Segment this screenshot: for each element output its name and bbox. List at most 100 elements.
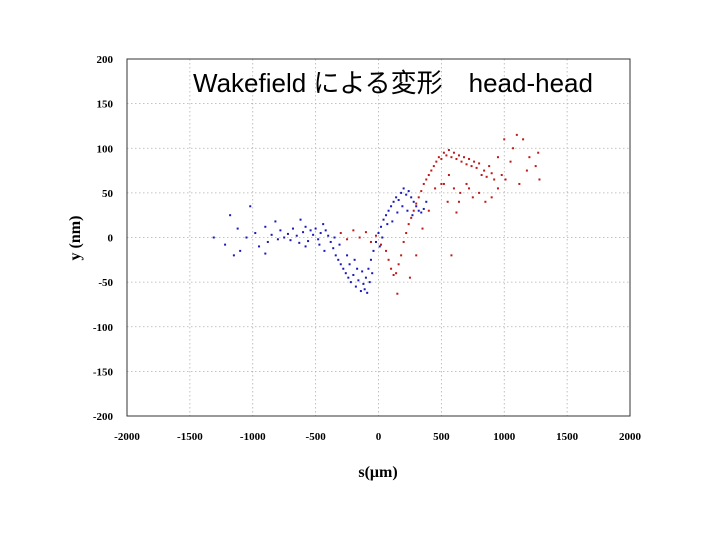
scatter-point [493,178,496,181]
scatter-point [411,214,414,217]
scatter-point [283,236,286,239]
scatter-point [299,218,302,221]
scatter-point [509,160,512,163]
scatter-point [437,156,440,159]
scatter-point [304,245,307,248]
scatter-point [291,227,294,230]
scatter-point [342,267,345,270]
scatter-point [440,182,443,185]
scatter-point [377,232,380,235]
scatter-point [337,258,340,261]
scatter-point [266,240,269,243]
scatter-point [465,182,468,185]
scatter-point [455,211,458,214]
scatter-point [445,154,448,157]
scatter-point [400,191,403,194]
scatter-point [518,182,521,185]
scatter-point [387,258,390,261]
scatter-point [442,182,445,185]
scatter-point [236,227,239,230]
scatter-point [395,272,398,275]
scatter-point [488,165,491,168]
scatter-point [302,231,305,234]
scatter-point [359,290,362,293]
scatter-point [289,239,292,242]
scatter-point [410,196,413,199]
scatter-point [465,163,468,166]
scatter-point [478,162,481,165]
scatter-point [402,240,405,243]
scatter-point [504,178,507,181]
scatter-point [361,270,364,273]
scatter-point [239,249,242,252]
y-tick-label: 150 [97,99,114,111]
scatter-point [339,263,342,266]
scatter-point [354,285,357,288]
scatter-point [537,151,540,154]
x-tick-labels: -2000 -1500 -1000 -500 0 500 1000 1500 2000 [114,431,641,443]
scatter-point [318,243,321,246]
y-tick-label: 50 [102,188,114,200]
scatter-point [367,267,370,270]
x-tick-label: 1000 [493,431,516,443]
scatter-point [396,211,399,214]
scatter-point [327,234,330,237]
scatter-point [396,292,399,295]
scatter-point [496,187,499,190]
scatter-point [440,157,443,160]
scatter-point [391,220,394,223]
scatter-point [380,243,383,246]
scatter-point [339,232,342,235]
scatter-point [382,218,385,221]
scatter-point [322,223,325,226]
scatter-point [406,209,409,212]
scatter-point [452,151,455,154]
scatter-point [276,238,279,241]
scatter-point [512,147,515,150]
data-points [212,133,541,295]
scatter-point [446,200,449,203]
scatter-point [473,160,476,163]
x-tick-label: 500 [433,431,450,443]
scatter-point [264,225,267,228]
scatter-point [405,193,408,196]
scatter-point [455,157,458,160]
scatter-point [485,175,488,178]
scatter-point [397,199,400,202]
scatter-point [395,196,398,199]
x-tick-label: -2000 [114,431,140,443]
scatter-point [212,236,215,239]
scatter-point [307,240,310,243]
scatter-point [295,234,298,237]
x-tick-label: -500 [306,431,327,443]
scatter-point [538,178,541,181]
scatter-point [363,288,366,291]
scatter-point [381,236,384,239]
scatter-point [264,252,267,255]
scatter-point [459,191,462,194]
scatter-point [374,240,377,243]
scatter-point [372,249,375,252]
scatter-point [229,214,232,217]
scatter-point [312,233,315,236]
scatter-point [324,229,327,232]
x-tick-label: 2000 [619,431,642,443]
scatter-point [534,165,537,168]
scatter-point [408,276,411,279]
scatter-point [442,151,445,154]
scatter-point [425,200,428,203]
scatter-point [483,169,486,172]
scatter-point [369,258,372,261]
scatter-point [417,209,420,212]
scatter-point [460,160,463,163]
scatter-point [407,190,410,193]
scatter-point [258,245,261,248]
scatter-point [352,229,355,232]
scatter-point [450,156,453,159]
scatter-point [468,157,471,160]
scatter-point [349,281,352,284]
scatter-point [421,227,424,230]
scatter-point [364,231,367,234]
scatter-point [333,236,336,239]
scatter-point [410,216,413,219]
